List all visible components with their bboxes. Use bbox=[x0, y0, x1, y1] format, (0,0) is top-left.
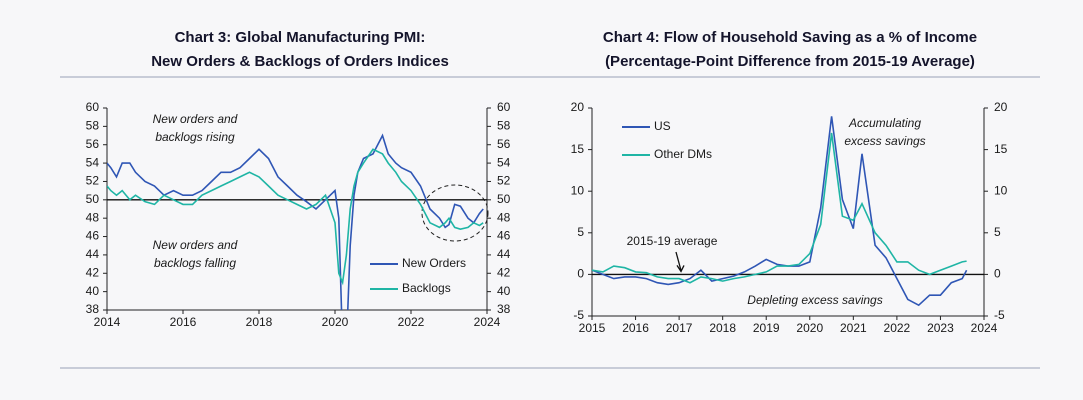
highlight-ellipse bbox=[421, 184, 489, 242]
plot-area bbox=[592, 116, 968, 307]
x-tick-label: 2022 bbox=[398, 315, 425, 329]
y2-tick-label: -5 bbox=[994, 308, 1005, 322]
y-tick-label: 0 bbox=[577, 267, 584, 281]
y2-tick-label: 10 bbox=[994, 183, 1008, 197]
y2-tick-label: 44 bbox=[497, 247, 511, 261]
y-tick-label: -5 bbox=[573, 308, 584, 322]
chart-subtitle: (Percentage-Point Difference from 2015-1… bbox=[605, 53, 975, 70]
x-tick-label: 2024 bbox=[474, 315, 501, 329]
y-tick-label: 54 bbox=[86, 155, 100, 169]
y-tick-label: 48 bbox=[86, 210, 100, 224]
legend-label: Other DMs bbox=[654, 147, 712, 161]
y2-tick-label: 54 bbox=[497, 155, 511, 169]
y-tick-label: 5 bbox=[577, 225, 584, 239]
annotation: backlogs rising bbox=[155, 130, 235, 144]
y-tick-label: 10 bbox=[571, 183, 585, 197]
y-tick-label: 56 bbox=[86, 137, 100, 151]
x-tick-label: 2020 bbox=[322, 315, 349, 329]
y2-tick-label: 38 bbox=[497, 302, 511, 316]
chart-title: Chart 4: Flow of Household Saving as a %… bbox=[603, 29, 977, 46]
y2-tick-label: 42 bbox=[497, 265, 511, 279]
series-line bbox=[592, 116, 968, 307]
legend-label: US bbox=[654, 119, 671, 133]
x-tick-label: 2020 bbox=[796, 321, 823, 335]
y2-tick-label: 20 bbox=[994, 100, 1008, 114]
y-tick-label: 58 bbox=[86, 119, 100, 133]
y2-tick-label: 5 bbox=[994, 225, 1001, 239]
y2-tick-label: 60 bbox=[497, 100, 511, 114]
y-tick-label: 15 bbox=[571, 142, 585, 156]
x-tick-label: 2022 bbox=[884, 321, 911, 335]
x-tick-label: 2015 bbox=[579, 321, 606, 335]
series-line bbox=[107, 148, 484, 286]
plot-area bbox=[107, 133, 484, 310]
x-tick-label: 2014 bbox=[94, 315, 121, 329]
series-line bbox=[592, 132, 967, 284]
y2-tick-label: 56 bbox=[497, 137, 511, 151]
y-tick-label: 20 bbox=[571, 100, 585, 114]
chart-subtitle: New Orders & Backlogs of Orders Indices bbox=[151, 53, 449, 70]
annotation: backlogs falling bbox=[154, 256, 236, 270]
annotation: Depleting excess savings bbox=[747, 293, 882, 307]
annotation: 2015-19 average bbox=[627, 234, 718, 248]
y2-tick-label: 15 bbox=[994, 142, 1008, 156]
annotation: excess savings bbox=[844, 134, 925, 148]
legend-label: Backlogs bbox=[402, 281, 451, 295]
annotation: Accumulating bbox=[848, 116, 921, 130]
y-tick-label: 60 bbox=[86, 100, 100, 114]
y-tick-label: 50 bbox=[86, 192, 100, 206]
y2-tick-label: 40 bbox=[497, 284, 511, 298]
annotation: New orders and bbox=[153, 238, 238, 252]
y-tick-label: 46 bbox=[86, 229, 100, 243]
y2-tick-label: 48 bbox=[497, 210, 511, 224]
x-tick-label: 2018 bbox=[709, 321, 736, 335]
x-tick-label: 2019 bbox=[753, 321, 780, 335]
x-tick-label: 2016 bbox=[170, 315, 197, 329]
y-tick-label: 40 bbox=[86, 284, 100, 298]
y2-tick-label: 0 bbox=[994, 267, 1001, 281]
y-tick-label: 52 bbox=[86, 174, 100, 188]
x-tick-label: 2017 bbox=[666, 321, 693, 335]
y2-tick-label: 46 bbox=[497, 229, 511, 243]
y-tick-label: 38 bbox=[86, 302, 100, 316]
x-tick-label: 2023 bbox=[927, 321, 954, 335]
x-tick-label: 2018 bbox=[246, 315, 273, 329]
y-tick-label: 42 bbox=[86, 265, 100, 279]
legend-label: New Orders bbox=[402, 256, 466, 270]
x-tick-label: 2024 bbox=[971, 321, 998, 335]
series-line bbox=[107, 133, 484, 310]
y2-tick-label: 58 bbox=[497, 119, 511, 133]
annotation-arrow bbox=[675, 251, 685, 273]
x-tick-label: 2021 bbox=[840, 321, 867, 335]
annotation: New orders and bbox=[153, 112, 238, 126]
y-tick-label: 44 bbox=[86, 247, 100, 261]
chart-title: Chart 3: Global Manufacturing PMI: bbox=[175, 29, 426, 46]
x-tick-label: 2016 bbox=[622, 321, 649, 335]
y2-tick-label: 52 bbox=[497, 174, 511, 188]
y2-tick-label: 50 bbox=[497, 192, 511, 206]
